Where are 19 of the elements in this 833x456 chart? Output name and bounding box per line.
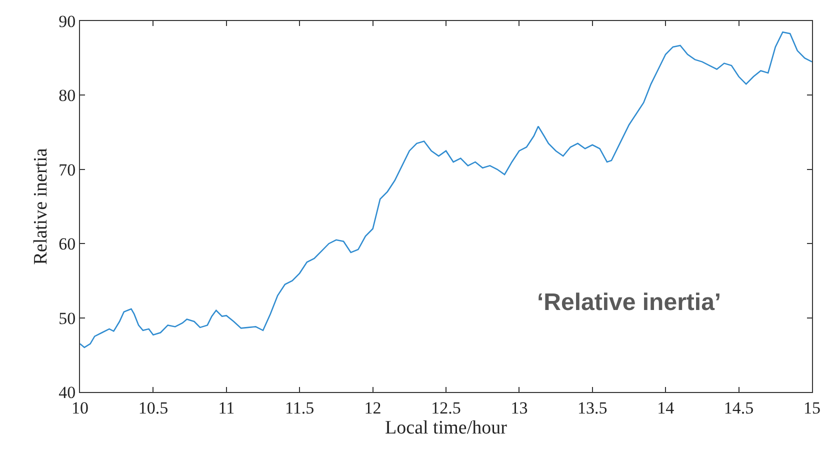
x-tick-label: 11.5 [285, 398, 314, 418]
y-tick-label: 90 [58, 12, 76, 31]
y-tick-label: 70 [58, 160, 76, 180]
x-tick-label: 11 [218, 398, 235, 418]
annotation: ‘Relative inertia’ [537, 289, 722, 316]
y-tick-label: 80 [58, 86, 76, 106]
y-tick-label: 60 [58, 234, 76, 254]
x-tick-label: 12.5 [431, 398, 461, 418]
x-tick-label: 14 [657, 398, 675, 418]
x-tick-label: 15 [804, 398, 820, 418]
x-tick-label: 12 [364, 398, 382, 418]
y-tick-label: 50 [58, 308, 76, 328]
x-axis-title: Local time/hour [385, 417, 508, 438]
x-tick-label: 13 [510, 398, 528, 418]
y-axis-title: Relative inertia [30, 148, 52, 265]
x-tick-label: 14.5 [724, 398, 754, 418]
line-series [80, 31, 812, 348]
x-tick-label: 13.5 [578, 398, 608, 418]
x-tick-label: 10.5 [138, 398, 168, 418]
